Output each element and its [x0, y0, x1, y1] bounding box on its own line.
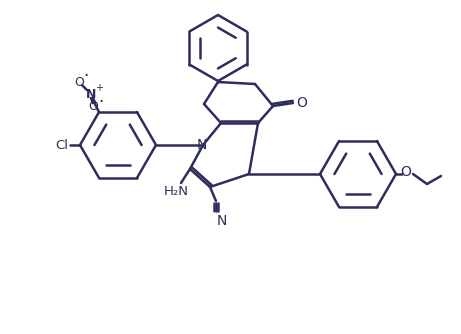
Text: Cl: Cl: [55, 139, 69, 152]
Text: N: N: [86, 88, 96, 101]
Text: O: O: [88, 100, 98, 113]
Text: O: O: [296, 96, 307, 110]
Text: ·: ·: [98, 93, 104, 111]
Text: N: N: [217, 214, 227, 228]
Text: +: +: [95, 83, 103, 93]
Text: O: O: [74, 75, 84, 89]
Text: N: N: [197, 138, 207, 152]
Text: O: O: [401, 165, 411, 179]
Text: H₂N: H₂N: [164, 184, 189, 197]
Text: ·: ·: [83, 67, 89, 85]
